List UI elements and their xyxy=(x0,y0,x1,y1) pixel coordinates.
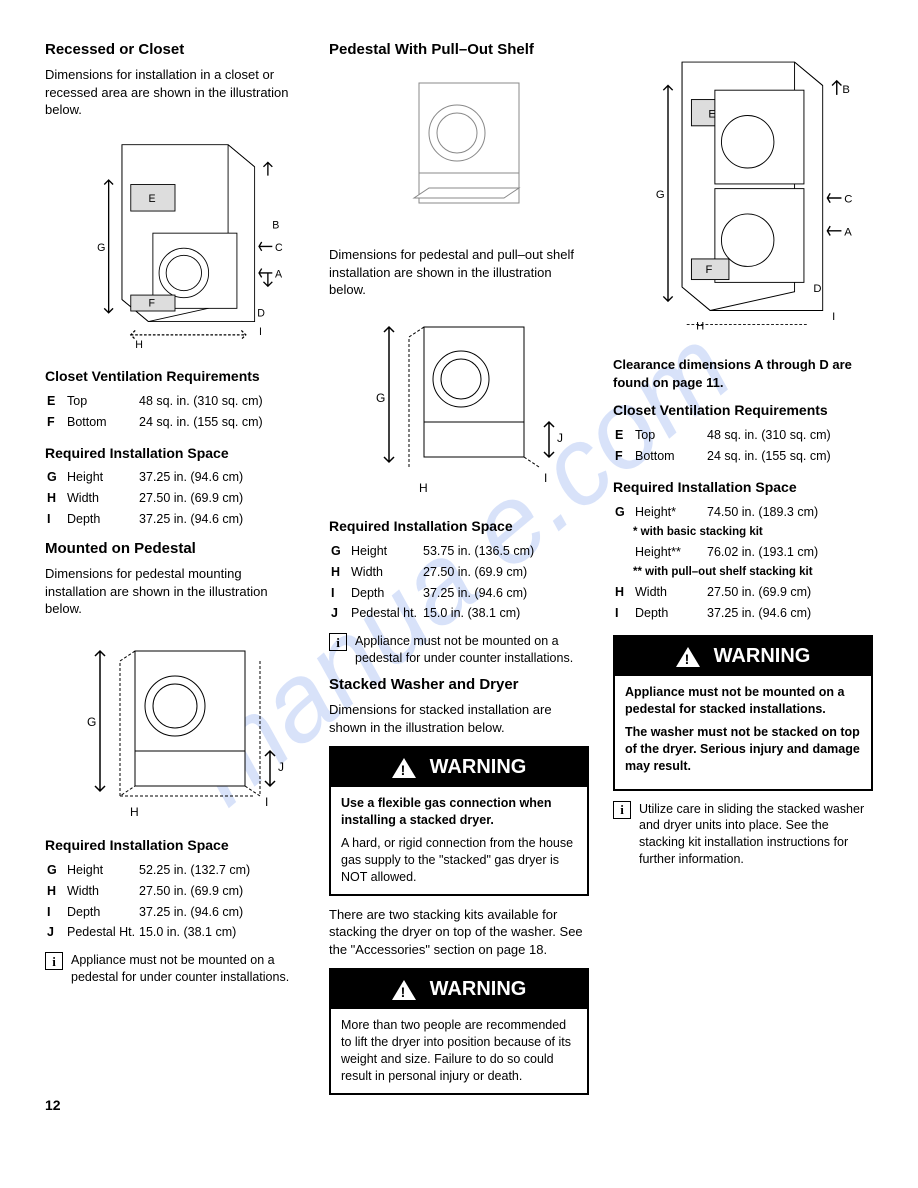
warning-2-body: More than two people are recommended to … xyxy=(341,1017,577,1085)
intro-stacked: Dimensions for stacked installation are … xyxy=(329,701,589,736)
info-icon: i xyxy=(45,952,63,970)
warning-box-3: WARNING Appliance must not be mounted on… xyxy=(613,635,873,790)
svg-text:G: G xyxy=(656,189,665,201)
warning-3-bold1: Appliance must not be mounted on a pedes… xyxy=(625,684,861,718)
warning-header: WARNING xyxy=(331,970,587,1009)
svg-text:D: D xyxy=(813,283,821,295)
column-3: E F B C A G D H I xyxy=(613,40,873,1105)
info-icon: i xyxy=(613,801,631,819)
svg-text:I: I xyxy=(265,795,268,809)
warning-icon xyxy=(392,758,416,778)
svg-text:H: H xyxy=(135,339,143,351)
page-number: 12 xyxy=(45,1096,61,1115)
warning-1-bold: Use a flexible gas connection when insta… xyxy=(341,795,577,829)
svg-text:C: C xyxy=(844,194,852,206)
warning-box-1: WARNING Use a flexible gas connection wh… xyxy=(329,746,589,895)
info-note-3: i Utilize care in sliding the stacked wa… xyxy=(613,801,873,869)
svg-text:H: H xyxy=(130,805,139,819)
warning-label: WARNING xyxy=(430,754,527,781)
heading-req-space-4: Required Installation Space xyxy=(613,478,873,497)
svg-text:J: J xyxy=(278,760,284,774)
svg-text:I: I xyxy=(544,471,547,485)
table-stacked-vent: ETop48 sq. in. (310 sq. cm) FBottom24 sq… xyxy=(613,424,873,468)
heading-req-space-2: Required Installation Space xyxy=(45,836,305,855)
warning-label: WARNING xyxy=(430,976,527,1003)
warning-3-bold2: The washer must not be stacked on top of… xyxy=(625,724,861,775)
info-text-3: Utilize care in sliding the stacked wash… xyxy=(639,801,873,869)
table-pedestal-req: GHeight52.25 in. (132.7 cm) HWidth27.50 … xyxy=(45,859,305,945)
diagram-pedestal: G J H I xyxy=(45,626,305,826)
svg-text:F: F xyxy=(148,297,155,309)
svg-text:E: E xyxy=(148,193,155,205)
heading-vent-req: Closet Ventilation Requirements xyxy=(45,367,305,386)
warning-header: WARNING xyxy=(331,748,587,787)
svg-text:C: C xyxy=(275,242,283,254)
intro-pedestal: Dimensions for pedestal mounting install… xyxy=(45,565,305,618)
table-closet-req: GHeight37.25 in. (94.6 cm) HWidth27.50 i… xyxy=(45,466,305,531)
svg-text:I: I xyxy=(832,311,835,323)
info-icon: i xyxy=(329,633,347,651)
warning-icon xyxy=(676,647,700,667)
heading-pullout: Pedestal With Pull–Out Shelf xyxy=(329,40,589,60)
intro-recessed: Dimensions for installation in a closet … xyxy=(45,66,305,119)
heading-pedestal: Mounted on Pedestal xyxy=(45,539,305,559)
table-closet-vent: ETop48 sq. in. (310 sq. cm) FBottom24 sq… xyxy=(45,390,305,434)
svg-text:B: B xyxy=(842,84,850,96)
heading-req-space-3: Required Installation Space xyxy=(329,517,589,536)
info-note-1: i Appliance must not be mounted on a ped… xyxy=(45,952,305,986)
table-stacked-req: GHeight*74.50 in. (189.3 cm) * with basi… xyxy=(613,501,873,626)
svg-text:H: H xyxy=(696,320,704,332)
svg-text:F: F xyxy=(706,264,713,276)
info-text-1: Appliance must not be mounted on a pedes… xyxy=(71,952,305,986)
warning-1-body: A hard, or rigid connection from the hou… xyxy=(341,835,577,886)
svg-text:H: H xyxy=(419,481,428,495)
intro-pullout: Dimensions for pedestal and pull–out she… xyxy=(329,246,589,299)
svg-text:B: B xyxy=(272,220,279,232)
heading-recessed: Recessed or Closet xyxy=(45,40,305,60)
svg-text:A: A xyxy=(275,268,283,280)
heading-stacked: Stacked Washer and Dryer xyxy=(329,675,589,695)
svg-text:I: I xyxy=(259,326,262,338)
svg-text:D: D xyxy=(257,307,265,319)
info-note-2: i Appliance must not be mounted on a ped… xyxy=(329,633,589,667)
warning-box-2: WARNING More than two people are recomme… xyxy=(329,968,589,1095)
svg-text:G: G xyxy=(87,715,96,729)
diagram-pullout-dims: G J H I xyxy=(329,307,589,507)
warning-label: WARNING xyxy=(714,643,811,670)
svg-text:J: J xyxy=(557,431,563,445)
diagram-pullout-top xyxy=(329,68,589,238)
svg-text:G: G xyxy=(97,242,105,254)
svg-text:G: G xyxy=(376,391,385,405)
table-pullout-req: GHeight53.75 in. (136.5 cm) HWidth27.50 … xyxy=(329,540,589,626)
warning-header: WARNING xyxy=(615,637,871,676)
svg-text:A: A xyxy=(844,227,852,239)
column-1: Recessed or Closet Dimensions for instal… xyxy=(45,40,305,1105)
heading-req-space-1: Required Installation Space xyxy=(45,444,305,463)
warning-icon xyxy=(392,980,416,1000)
stacking-kits-text: There are two stacking kits available fo… xyxy=(329,906,589,959)
heading-vent-req-3: Closet Ventilation Requirements xyxy=(613,401,873,420)
diagram-closet: E F B C A G H D I xyxy=(45,127,305,357)
diagram-stacked: E F B C A G D H I xyxy=(613,48,873,348)
info-text-2: Appliance must not be mounted on a pedes… xyxy=(355,633,589,667)
clearance-note: Clearance dimensions A through D are fou… xyxy=(613,356,873,391)
column-2: Pedestal With Pull–Out Shelf Dimensions … xyxy=(329,40,589,1105)
